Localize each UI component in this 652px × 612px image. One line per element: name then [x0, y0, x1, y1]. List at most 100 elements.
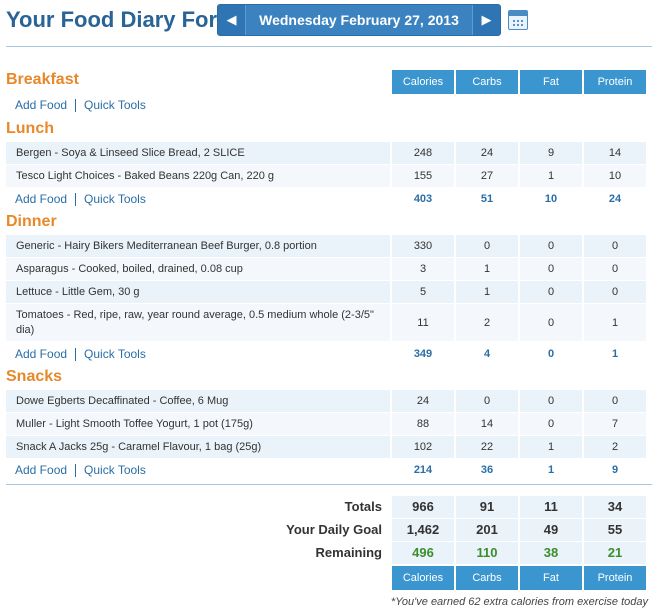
summary-protein: 55 [584, 519, 646, 541]
food-protein: 14 [584, 142, 646, 164]
add-food-link[interactable]: Add Food [15, 347, 68, 361]
summary-label: Remaining [315, 545, 382, 560]
food-fat: 9 [520, 142, 582, 164]
quick-tools-link[interactable]: Quick Tools [84, 98, 146, 112]
food-row[interactable]: Muller - Light Smooth Toffee Yogurt, 1 p… [6, 413, 652, 436]
dinner-actions: Add Food Quick Tools 349 4 0 1 [6, 343, 652, 365]
summary-carbs: 201 [456, 519, 518, 541]
food-fat: 0 [520, 235, 582, 257]
meal-total-calories: 403 [413, 193, 433, 205]
add-food-link[interactable]: Add Food [15, 463, 68, 477]
food-calories: 155 [392, 165, 454, 187]
food-protein: 2 [584, 436, 646, 458]
food-carbs: 14 [456, 413, 518, 435]
summary-label: Your Daily Goal [286, 522, 382, 537]
add-food-link[interactable]: Add Food [15, 98, 68, 112]
food-carbs: 0 [456, 235, 518, 257]
breakfast-actions: Add Food Quick Tools [6, 94, 652, 116]
food-calories: 88 [392, 413, 454, 435]
food-calories: 330 [392, 235, 454, 257]
column-header-carbs: Carbs [456, 566, 518, 590]
food-description[interactable]: Bergen - Soya & Linseed Slice Bread, 2 S… [6, 142, 390, 164]
food-fat: 0 [520, 413, 582, 435]
column-header-fat: Fat [520, 70, 582, 94]
food-fat: 0 [520, 304, 582, 341]
date-navigator: ◀ Wednesday February 27, 2013 ▶ [217, 4, 501, 36]
meal-total-calories: 349 [413, 348, 433, 360]
quick-tools-link[interactable]: Quick Tools [84, 192, 146, 206]
column-header-bottom: Calories Carbs Fat Protein [392, 566, 648, 590]
add-food-link[interactable]: Add Food [15, 192, 68, 206]
food-carbs: 24 [456, 142, 518, 164]
food-carbs: 0 [456, 390, 518, 412]
lunch-actions: Add Food Quick Tools 403 51 10 24 [6, 188, 652, 210]
summary-fat: 11 [520, 496, 582, 518]
meal-total-protein: 9 [611, 464, 619, 476]
page-title: Your Food Diary For: [6, 7, 225, 32]
food-row[interactable]: Generic - Hairy Bikers Mediterranean Bee… [6, 235, 652, 258]
food-row[interactable]: Bergen - Soya & Linseed Slice Bread, 2 S… [6, 142, 652, 165]
food-fat: 1 [520, 165, 582, 187]
food-protein: 0 [584, 281, 646, 303]
summary-protein: 34 [584, 496, 646, 518]
summary-calories: 1,462 [392, 519, 454, 541]
exercise-footnote: *You've earned 62 extra calories from ex… [390, 596, 648, 608]
food-carbs: 2 [456, 304, 518, 341]
column-header-calories: Calories [392, 70, 454, 94]
food-calories: 11 [392, 304, 454, 341]
column-header-calories: Calories [392, 566, 454, 590]
food-carbs: 27 [456, 165, 518, 187]
food-fat: 0 [520, 390, 582, 412]
food-row[interactable]: Asparagus - Cooked, boiled, drained, 0.0… [6, 258, 652, 281]
food-description[interactable]: Dowe Egberts Decaffinated - Coffee, 6 Mu… [6, 390, 390, 412]
calendar-icon[interactable] [508, 10, 528, 30]
previous-day-button[interactable]: ◀ [218, 5, 246, 35]
food-description[interactable]: Asparagus - Cooked, boiled, drained, 0.0… [6, 258, 390, 280]
chevron-left-icon: ◀ [226, 12, 237, 27]
meal-total-calories: 214 [413, 464, 433, 476]
meal-total-fat: 1 [547, 464, 555, 476]
summary-divider [6, 484, 652, 485]
quick-tools-link[interactable]: Quick Tools [84, 347, 146, 361]
food-description[interactable]: Lettuce - Little Gem, 30 g [6, 281, 390, 303]
summary-carbs: 110 [456, 542, 518, 564]
summary-goal-row: Your Daily Goal 1,462 201 49 55 [6, 519, 652, 541]
food-row[interactable]: Lettuce - Little Gem, 30 g 5 1 0 0 [6, 281, 652, 304]
food-protein: 0 [584, 235, 646, 257]
food-description[interactable]: Tomatoes - Red, ripe, raw, year round av… [6, 304, 390, 341]
header-divider [6, 46, 652, 47]
section-title-snacks: Snacks [6, 368, 63, 385]
food-description[interactable]: Muller - Light Smooth Toffee Yogurt, 1 p… [6, 413, 390, 435]
meal-total-carbs: 36 [480, 464, 494, 476]
column-header-top: Calories Carbs Fat Protein [392, 70, 648, 94]
food-calories: 5 [392, 281, 454, 303]
quick-tools-link[interactable]: Quick Tools [84, 463, 146, 477]
food-row[interactable]: Tesco Light Choices - Baked Beans 220g C… [6, 165, 652, 188]
section-title-lunch: Lunch [6, 120, 54, 137]
food-calories: 102 [392, 436, 454, 458]
current-date: Wednesday February 27, 2013 [259, 12, 459, 28]
summary-carbs: 91 [456, 496, 518, 518]
food-description[interactable]: Snack A Jacks 25g - Caramel Flavour, 1 b… [6, 436, 390, 458]
column-header-protein: Protein [584, 70, 646, 94]
snacks-actions: Add Food Quick Tools 214 36 1 9 [6, 459, 652, 481]
meal-total-protein: 1 [611, 348, 619, 360]
summary-calories: 966 [392, 496, 454, 518]
food-protein: 0 [584, 390, 646, 412]
food-carbs: 1 [456, 258, 518, 280]
food-calories: 248 [392, 142, 454, 164]
food-row[interactable]: Dowe Egberts Decaffinated - Coffee, 6 Mu… [6, 390, 652, 413]
food-row[interactable]: Tomatoes - Red, ripe, raw, year round av… [6, 304, 652, 342]
summary-fat: 38 [520, 542, 582, 564]
food-protein: 1 [584, 304, 646, 341]
summary-protein: 21 [584, 542, 646, 564]
summary-label: Totals [344, 499, 382, 514]
food-row[interactable]: Snack A Jacks 25g - Caramel Flavour, 1 b… [6, 436, 652, 459]
food-description[interactable]: Generic - Hairy Bikers Mediterranean Bee… [6, 235, 390, 257]
chevron-right-icon: ▶ [481, 12, 492, 27]
column-header-fat: Fat [520, 566, 582, 590]
summary-totals-row: Totals 966 91 11 34 [6, 496, 652, 518]
food-protein: 0 [584, 258, 646, 280]
food-description[interactable]: Tesco Light Choices - Baked Beans 220g C… [6, 165, 390, 187]
next-day-button[interactable]: ▶ [472, 5, 500, 35]
